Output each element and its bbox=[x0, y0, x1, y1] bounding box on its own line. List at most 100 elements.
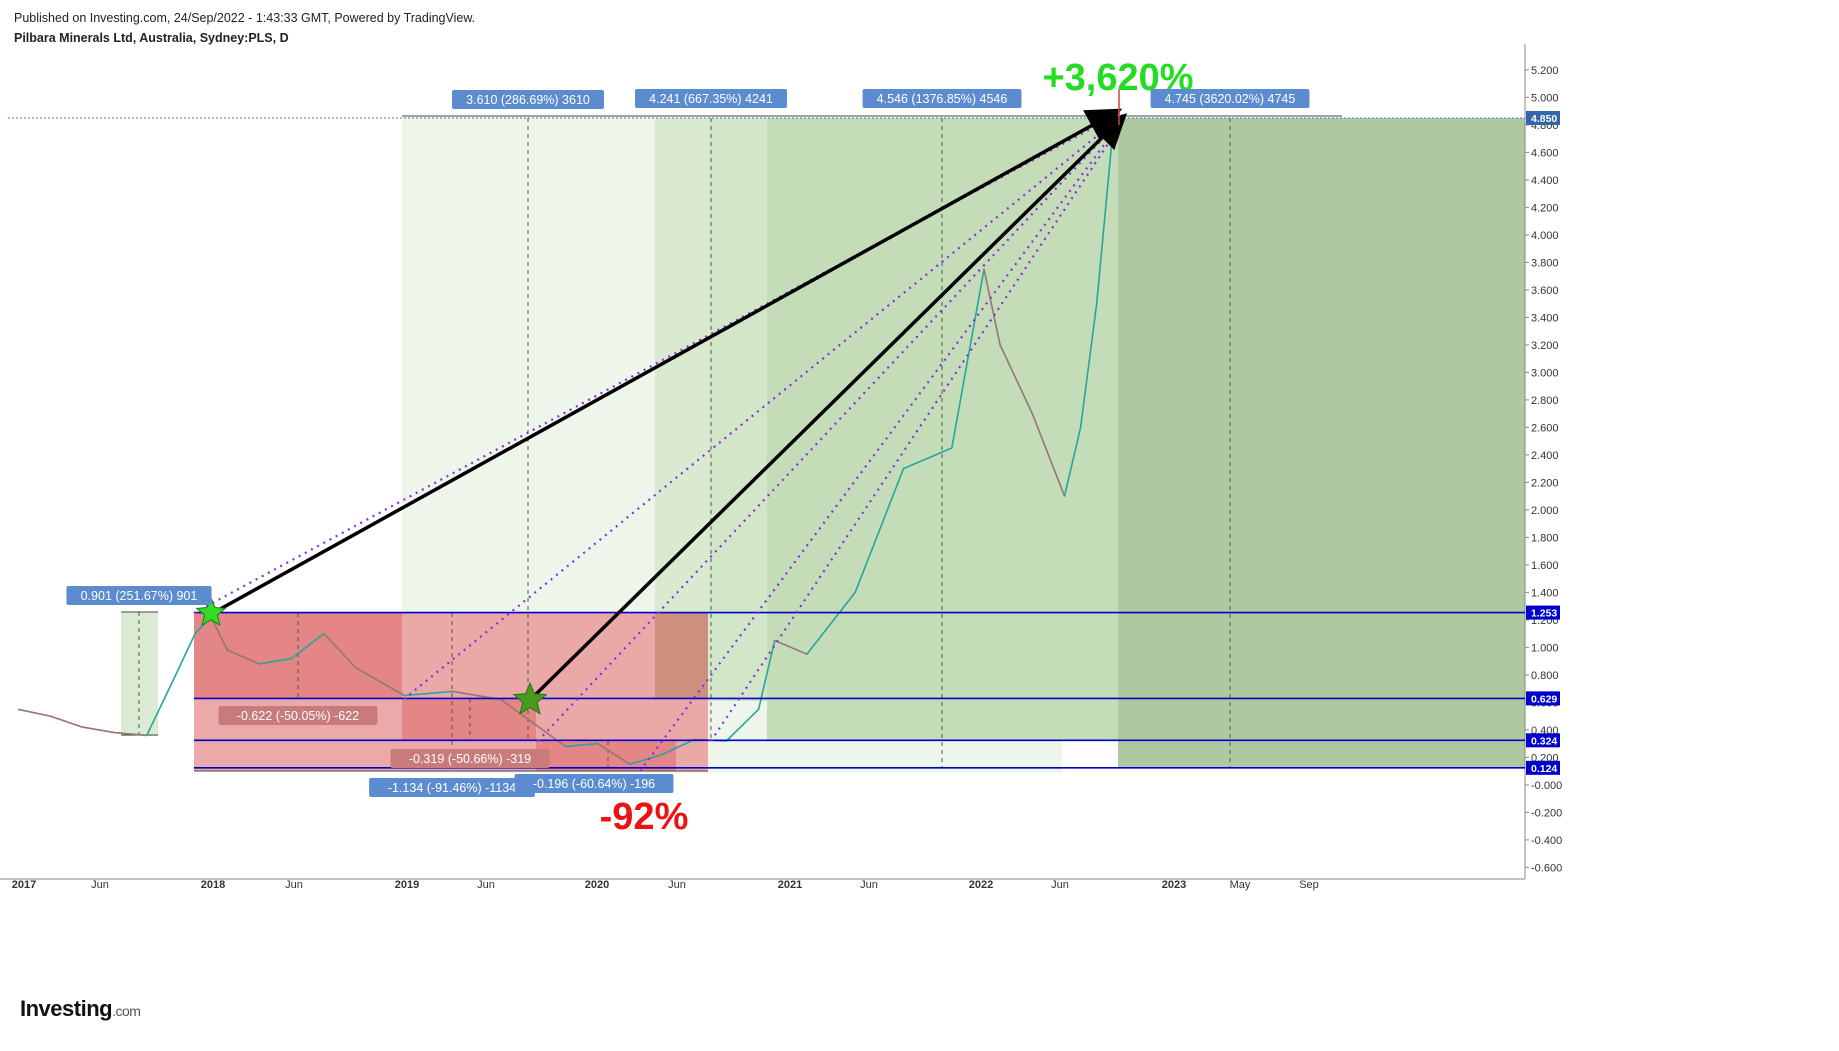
loss-zone bbox=[402, 699, 536, 741]
level-price-tag bbox=[1526, 733, 1560, 748]
price-down-segment bbox=[999, 344, 1033, 414]
price-down-segment bbox=[774, 639, 808, 655]
projection-dotted-line bbox=[193, 111, 1123, 614]
price-tick-label: 1.800 bbox=[1531, 532, 1559, 544]
price-tick-label: -0.400 bbox=[1531, 835, 1562, 847]
level-price-label: 4.850 bbox=[1531, 113, 1557, 125]
price-line bbox=[17, 131, 1114, 765]
measurement-label-box bbox=[66, 586, 212, 605]
time-tick-label: 2022 bbox=[969, 879, 993, 891]
measurement-label: 3.610 (286.69%) 3610 bbox=[466, 93, 590, 107]
measurement-label-box bbox=[452, 90, 604, 109]
measurement-label-box bbox=[369, 778, 535, 797]
level-price-tag bbox=[1526, 691, 1560, 706]
published-line: Published on Investing.com, 24/Sep/2022 … bbox=[14, 11, 476, 25]
measurement-label: 4.745 (3620.02%) 4745 bbox=[1165, 92, 1296, 106]
price-tick-label: 3.400 bbox=[1531, 312, 1559, 324]
price-down-segment bbox=[82, 726, 115, 734]
time-tick-label: 2018 bbox=[201, 879, 225, 891]
measurement-label: 0.901 (251.67%) 901 bbox=[81, 589, 198, 603]
price-tick-label: 3.200 bbox=[1531, 340, 1559, 352]
level-price-label: 0.629 bbox=[1531, 693, 1557, 705]
price-tick-label: 3.600 bbox=[1531, 285, 1559, 297]
price-down-segment bbox=[50, 715, 83, 728]
price-down-segment bbox=[355, 667, 405, 697]
investing-logo: Investing.com bbox=[20, 996, 141, 1021]
time-tick-label: Jun bbox=[285, 879, 303, 891]
price-tick-label: 3.800 bbox=[1531, 257, 1559, 269]
price-down-segment bbox=[210, 616, 228, 651]
price-down-segment bbox=[227, 649, 260, 665]
level-price-label: 0.324 bbox=[1531, 735, 1557, 747]
projection-dotted-line bbox=[710, 119, 1125, 742]
projection-dotted-line bbox=[537, 115, 1125, 742]
second-star-icon bbox=[512, 681, 548, 715]
measurement-labels: 0.901 (251.67%) 901 3.610 (286.69%) 3610 4… bbox=[66, 89, 1310, 797]
time-tick-label: Jun bbox=[860, 879, 878, 891]
measurement-label-box bbox=[862, 89, 1022, 108]
time-tick-label: Jun bbox=[668, 879, 686, 891]
time-tick-label: Jun bbox=[1051, 879, 1069, 891]
time-tick-label: Jun bbox=[477, 879, 495, 891]
time-tick-label: 2017 bbox=[12, 879, 36, 891]
time-tick-label: 2019 bbox=[395, 879, 419, 891]
level-price-tag bbox=[1526, 605, 1560, 620]
measurement-label-box bbox=[635, 89, 787, 108]
gain-zone bbox=[121, 612, 158, 736]
measurement-label: -1.134 (-91.46%) -1134 bbox=[388, 781, 516, 795]
measurement-label: 4.241 (667.35%) 4241 bbox=[649, 92, 773, 106]
level-price-tag bbox=[1526, 760, 1560, 775]
time-axis: 2017 Jun 2018 Jun 2019 Jun 2020 Jun 2021 Jun 2022 J… bbox=[0, 878, 1525, 891]
measurement-label: 4.546 (1376.85%) 4546 bbox=[877, 92, 1008, 106]
measurement-label-box bbox=[1150, 89, 1310, 108]
time-tick-label: 2021 bbox=[778, 879, 802, 891]
price-axis: 5.2005.0004.8004.6004.4004.2004.0003.800… bbox=[1524, 44, 1839, 879]
loss-zone bbox=[536, 741, 676, 771]
price-down-segment bbox=[597, 743, 631, 765]
price-down-segment bbox=[532, 722, 566, 747]
price-tick-label: 4.400 bbox=[1531, 175, 1559, 187]
price-tick-label: 1.400 bbox=[1531, 587, 1559, 599]
time-tick-label: Sep bbox=[1299, 879, 1319, 891]
measurement-label-box bbox=[390, 749, 550, 768]
gain-arrow bbox=[528, 113, 1127, 702]
projection-dotted-line bbox=[403, 113, 1125, 700]
price-down-segment bbox=[17, 708, 51, 717]
time-tick-label: 2020 bbox=[585, 879, 609, 891]
price-tick-label: 4.600 bbox=[1531, 147, 1559, 159]
price-tick-label: 4.200 bbox=[1531, 202, 1559, 214]
horizontal-levels: 4.850 1.253 0.629 0.324 0.124 bbox=[8, 111, 1560, 775]
price-tick-label: 1.000 bbox=[1531, 642, 1559, 654]
loss-headline: -92% bbox=[600, 796, 689, 838]
price-tick-label: 1.600 bbox=[1531, 560, 1559, 572]
time-tick-label: Jun bbox=[91, 879, 109, 891]
price-down-segment bbox=[323, 633, 357, 669]
price-axis-background bbox=[1525, 44, 1839, 879]
measurement-label: -0.622 (-50.05%) -622 bbox=[237, 709, 359, 723]
level-price-tag bbox=[1526, 111, 1560, 125]
price-tick-label: 2.600 bbox=[1531, 422, 1559, 434]
gain-arrow bbox=[212, 108, 1123, 615]
measurement-label-box bbox=[218, 706, 378, 725]
symbol-line: Pilbara Minerals Ltd, Australia, Sydney:… bbox=[14, 31, 289, 45]
chart-header: Published on Investing.com, 24/Sep/2022 … bbox=[14, 8, 475, 48]
price-tick-label: 4.000 bbox=[1531, 230, 1559, 242]
price-tick-label: 2.200 bbox=[1531, 477, 1559, 489]
price-down-segment bbox=[500, 699, 534, 724]
measurement-label: -0.319 (-50.66%) -319 bbox=[409, 752, 531, 766]
price-tick-label: -0.000 bbox=[1531, 780, 1562, 792]
level-price-label: 1.253 bbox=[1531, 608, 1557, 620]
loss-zone bbox=[655, 613, 708, 699]
projection-dotted-line bbox=[639, 117, 1125, 772]
measurement-label: -0.196 (-60.64%) -196 bbox=[533, 777, 655, 791]
price-tick-label: 2.000 bbox=[1531, 505, 1559, 517]
price-tick-label: -0.600 bbox=[1531, 862, 1562, 874]
price-tick-label: 5.000 bbox=[1531, 92, 1559, 104]
price-tick-label: 2.400 bbox=[1531, 450, 1559, 462]
time-tick-label: 2023 bbox=[1162, 879, 1186, 891]
price-tick-label: 0.800 bbox=[1531, 670, 1559, 682]
price-down-segment bbox=[114, 732, 147, 736]
level-price-label: 0.124 bbox=[1531, 763, 1557, 775]
price-tick-label: 2.800 bbox=[1531, 395, 1559, 407]
